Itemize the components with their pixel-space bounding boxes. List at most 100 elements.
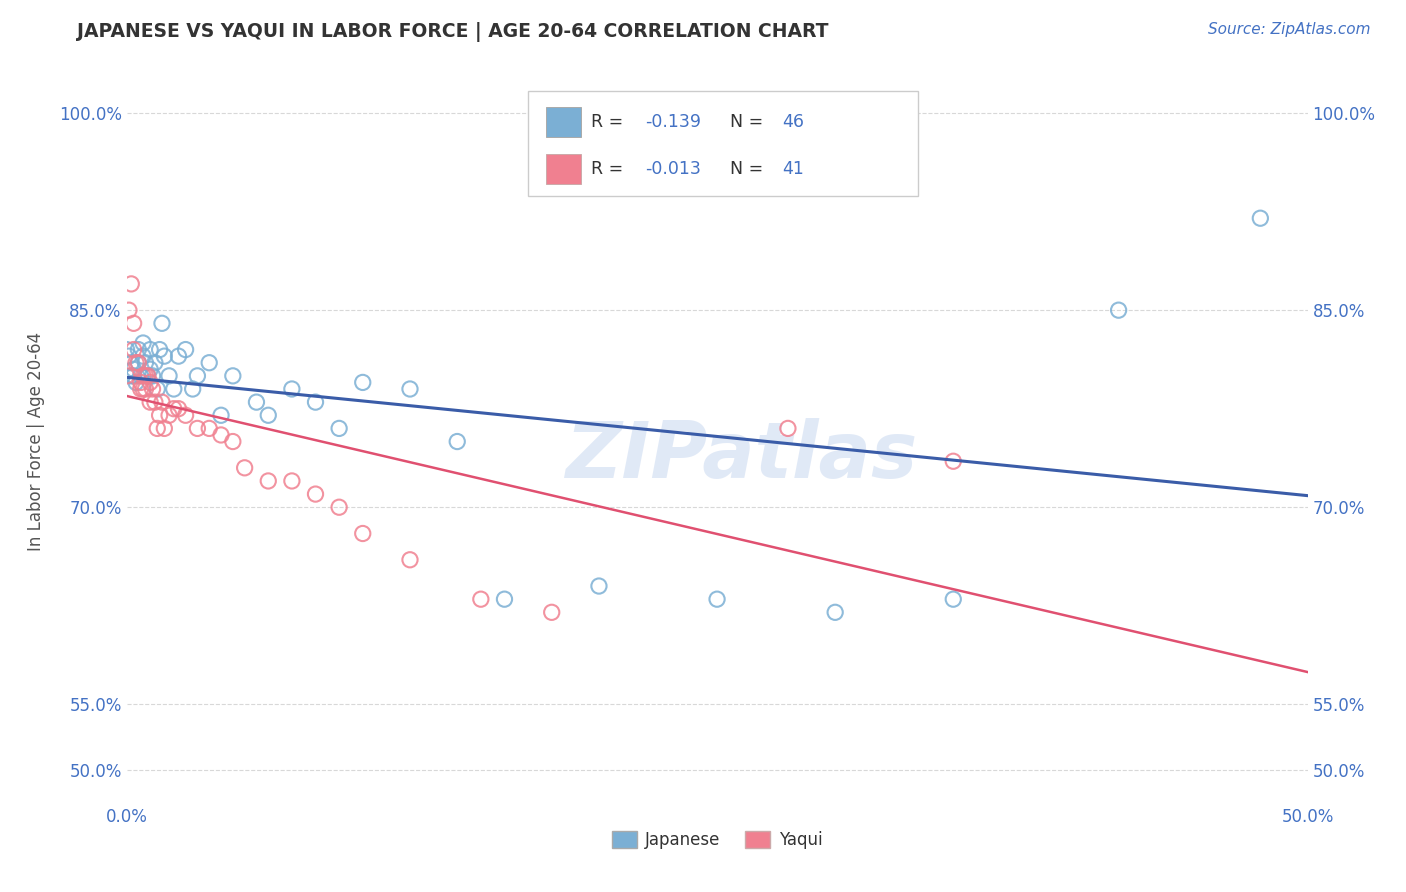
Point [122,362,145,376]
Point [167,349,190,363]
FancyBboxPatch shape [546,107,581,137]
Point [257,474,280,488]
Point [174,343,197,357]
Point [139,395,162,409]
Point [1108,303,1130,318]
Point [257,409,280,423]
Point [143,356,166,370]
Point [352,376,374,390]
Point [198,421,221,435]
Point [352,526,374,541]
Point [134,382,156,396]
Point [122,343,145,357]
Point [824,605,846,619]
Point [127,356,149,370]
Point [1249,211,1271,226]
Point [146,421,169,435]
Point [222,368,245,383]
Point [122,316,145,330]
Point [139,362,162,376]
Text: -0.139: -0.139 [645,113,702,131]
Point [132,368,155,383]
Point [153,421,176,435]
Point [181,382,204,396]
Point [127,356,149,370]
Point [399,553,422,567]
Point [157,409,180,423]
Point [125,376,148,390]
Point [120,277,142,291]
Point [163,401,186,416]
Point [446,434,468,449]
Point [399,382,422,396]
Point [115,368,138,383]
Point [132,336,155,351]
Point [153,349,176,363]
Point [149,343,172,357]
Point [328,500,350,515]
Point [304,395,326,409]
Point [136,368,159,383]
Text: 41: 41 [782,160,804,178]
Point [942,454,965,468]
Point [281,474,304,488]
Point [141,382,163,396]
Point [134,356,156,370]
Point [588,579,610,593]
Point [120,356,142,370]
Point [163,382,186,396]
Point [470,592,492,607]
Point [328,421,350,435]
Point [129,376,152,390]
Point [120,368,142,383]
Point [115,343,138,357]
Point [198,356,221,370]
Legend: Japanese, Yaqui: Japanese, Yaqui [605,824,830,856]
Point [143,395,166,409]
Text: Source: ZipAtlas.com: Source: ZipAtlas.com [1208,22,1371,37]
Point [157,368,180,383]
Point [209,409,232,423]
Point [167,401,190,416]
Text: R =: R = [591,113,623,131]
Point [122,368,145,383]
Point [132,382,155,396]
Point [233,460,256,475]
Point [134,368,156,383]
Point [125,356,148,370]
Point [139,376,162,390]
Text: -0.013: -0.013 [645,160,702,178]
Point [209,428,232,442]
Point [776,421,799,435]
Point [281,382,304,396]
Point [706,592,728,607]
Point [129,382,152,396]
Point [942,592,965,607]
Text: R =: R = [591,160,623,178]
Point [494,592,516,607]
Point [186,368,208,383]
Point [222,434,245,449]
Point [129,368,152,383]
Text: N =: N = [730,113,763,131]
FancyBboxPatch shape [529,91,918,196]
Text: 46: 46 [782,113,804,131]
Point [141,368,163,383]
Point [136,368,159,383]
Point [146,382,169,396]
Text: ZIPatlas: ZIPatlas [565,418,917,494]
Point [150,395,173,409]
Point [149,409,172,423]
Point [540,605,562,619]
Point [186,421,208,435]
Point [118,349,141,363]
Point [174,409,197,423]
Point [132,349,155,363]
Point [127,343,149,357]
Point [150,316,173,330]
Point [139,343,162,357]
Point [245,395,267,409]
Text: N =: N = [730,160,763,178]
FancyBboxPatch shape [546,153,581,184]
Text: JAPANESE VS YAQUI IN LABOR FORCE | AGE 20-64 CORRELATION CHART: JAPANESE VS YAQUI IN LABOR FORCE | AGE 2… [77,22,828,42]
